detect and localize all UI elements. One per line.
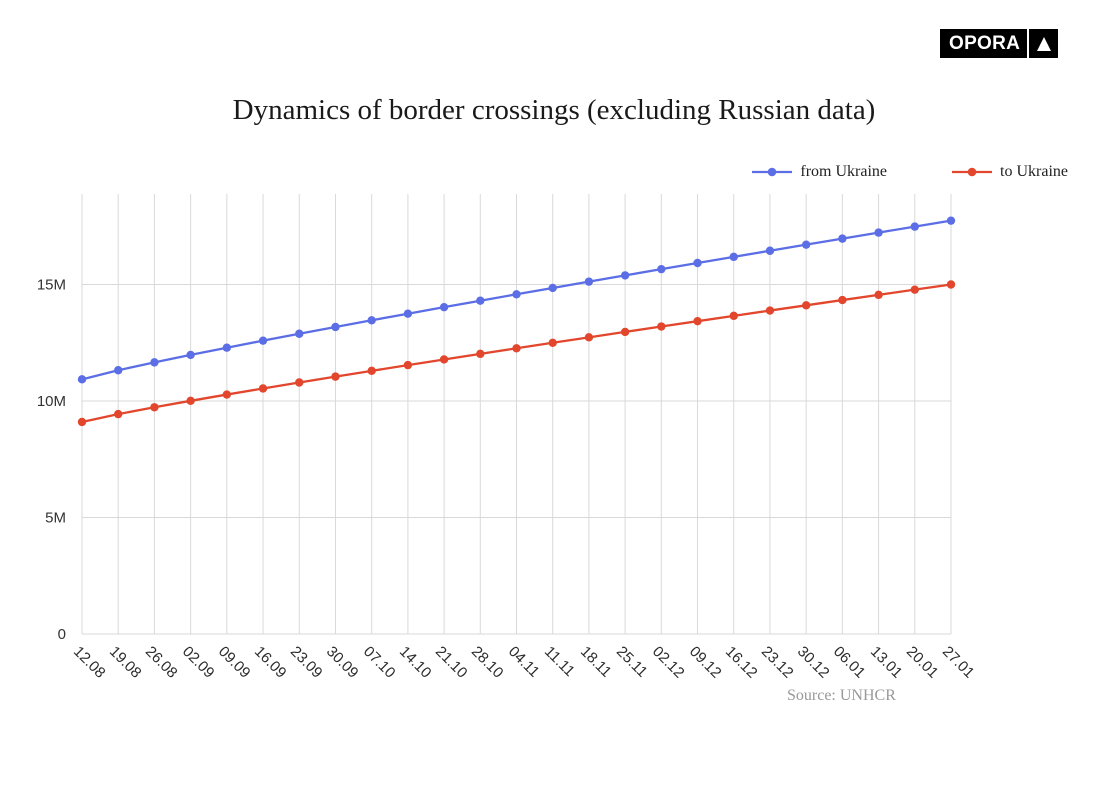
svg-text:10M: 10M [37, 393, 66, 410]
svg-text:0: 0 [58, 626, 66, 643]
svg-text:15M: 15M [37, 277, 66, 294]
svg-text:5M: 5M [45, 510, 66, 527]
